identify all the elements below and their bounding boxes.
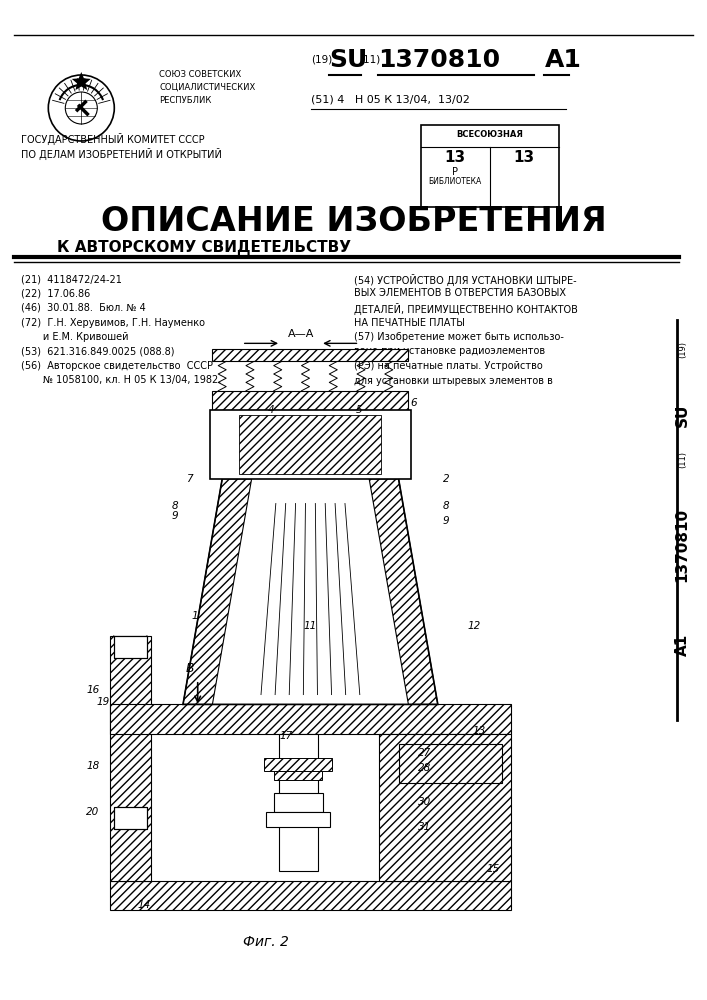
- Text: Фиг. 2: Фиг. 2: [243, 935, 289, 949]
- Text: 19: 19: [96, 697, 110, 707]
- Text: 9: 9: [443, 516, 450, 526]
- Text: 8: 8: [172, 501, 178, 511]
- Text: № 1058100, кл. Н 05 К 13/04, 1982.: № 1058100, кл. Н 05 К 13/04, 1982.: [21, 375, 221, 385]
- Text: 1370810: 1370810: [378, 48, 501, 72]
- Text: для установки штыревых элементов в: для установки штыревых элементов в: [354, 375, 552, 385]
- Bar: [421, 125, 559, 207]
- Text: (46)  30.01.88.  Бюл. № 4: (46) 30.01.88. Бюл. № 4: [21, 303, 146, 313]
- Text: 1: 1: [191, 611, 198, 621]
- Bar: [264, 758, 332, 771]
- Text: ВЫХ ЭЛЕМЕНТОВ В ОТВЕРСТИЯ БАЗОВЫХ: ВЫХ ЭЛЕМЕНТОВ В ОТВЕРСТИЯ БАЗОВЫХ: [354, 288, 566, 298]
- Text: 14: 14: [137, 900, 151, 910]
- Text: SU: SU: [329, 48, 367, 72]
- Text: ПО ДЕЛАМ ИЗОБРЕТЕНИЙ И ОТКРЫТИЙ: ПО ДЕЛАМ ИЗОБРЕТЕНИЙ И ОТКРЫТИЙ: [21, 148, 222, 160]
- Text: (56)  Авторское свидетельство  СССР: (56) Авторское свидетельство СССР: [21, 361, 214, 371]
- Bar: [114, 636, 147, 658]
- Text: К АВТОРСКОМУ СВИДЕТЕЛЬСТВУ: К АВТОРСКОМУ СВИДЕТЕЛЬСТВУ: [57, 240, 351, 255]
- Text: В: В: [185, 662, 194, 675]
- Text: ОПИСАНИЕ ИЗОБРЕТЕНИЯ: ОПИСАНИЕ ИЗОБРЕТЕНИЯ: [100, 205, 607, 238]
- Bar: [399, 744, 501, 783]
- Text: (11): (11): [359, 55, 380, 65]
- Text: БИБЛИОТЕКА: БИБЛИОТЕКА: [428, 177, 481, 186]
- Bar: [267, 812, 330, 827]
- Text: ДЕТАЛЕЙ, ПРЕИМУЩЕСТВЕННО КОНТАКТОВ: ДЕТАЛЕЙ, ПРЕИМУЩЕСТВЕННО КОНТАКТОВ: [354, 303, 578, 315]
- Text: (53)  621.316.849.0025 (088.8): (53) 621.316.849.0025 (088.8): [21, 347, 175, 357]
- Polygon shape: [369, 479, 438, 704]
- Text: 8: 8: [443, 501, 450, 511]
- Text: 7: 7: [186, 474, 193, 484]
- Text: 13: 13: [445, 150, 466, 165]
- Text: СОЮЗ СОВЕТСКИХ: СОЮЗ СОВЕТСКИХ: [159, 70, 241, 79]
- Text: 30: 30: [419, 797, 431, 807]
- Text: и Е.М. Кривошей: и Е.М. Кривошей: [21, 332, 129, 342]
- Text: (22)  17.06.86: (22) 17.06.86: [21, 288, 90, 298]
- Polygon shape: [72, 72, 90, 90]
- Text: 13: 13: [472, 726, 485, 736]
- Text: (54) УСТРОЙСТВО ДЛЯ УСТАНОВКИ ШТЫРЕ-: (54) УСТРОЙСТВО ДЛЯ УСТАНОВКИ ШТЫРЕ-: [354, 274, 576, 286]
- Text: 2: 2: [443, 474, 450, 484]
- Text: (11): (11): [678, 452, 686, 468]
- Text: 17: 17: [279, 731, 293, 741]
- Text: 16: 16: [86, 685, 100, 695]
- Bar: [212, 349, 409, 361]
- Bar: [110, 704, 511, 734]
- Text: (РЭ) на печатные платы. Устройство: (РЭ) на печатные платы. Устройство: [354, 361, 542, 371]
- Bar: [114, 807, 147, 829]
- Text: РЕСПУБЛИК: РЕСПУБЛИК: [159, 96, 211, 105]
- Text: 31: 31: [419, 822, 431, 832]
- Bar: [114, 807, 147, 829]
- Text: 18: 18: [86, 761, 100, 771]
- Text: (51) 4   Н 05 К 13/04,  13/02: (51) 4 Н 05 К 13/04, 13/02: [311, 95, 470, 105]
- Text: 11: 11: [304, 621, 317, 631]
- Text: А1: А1: [544, 48, 581, 72]
- Text: (19): (19): [678, 342, 686, 359]
- Text: (57) Изобретение может быть использо-: (57) Изобретение может быть использо-: [354, 332, 563, 342]
- Bar: [274, 793, 322, 812]
- Bar: [210, 410, 411, 479]
- Text: 27: 27: [419, 748, 431, 758]
- Text: А1: А1: [674, 634, 690, 656]
- Polygon shape: [183, 479, 252, 704]
- Text: 1370810: 1370810: [674, 508, 690, 582]
- Bar: [212, 391, 409, 410]
- Text: ГОСУДАРСТВЕННЫЙ КОМИТЕТ СССР: ГОСУДАРСТВЕННЫЙ КОМИТЕТ СССР: [21, 133, 205, 145]
- Text: 4: 4: [268, 405, 274, 415]
- Bar: [110, 881, 511, 910]
- Text: 9: 9: [172, 511, 178, 521]
- Bar: [274, 771, 322, 780]
- Text: (72)  Г.Н. Херувимов, Г.Н. Науменко: (72) Г.Н. Херувимов, Г.Н. Науменко: [21, 318, 205, 328]
- Text: Р: Р: [452, 167, 458, 177]
- Text: вано при установке радиоэлементов: вано при установке радиоэлементов: [354, 347, 544, 357]
- Bar: [379, 734, 511, 881]
- Bar: [240, 415, 382, 474]
- Text: 15: 15: [487, 864, 500, 874]
- Text: (19): (19): [311, 55, 332, 65]
- Text: 6: 6: [410, 398, 416, 408]
- Text: 28: 28: [419, 763, 431, 773]
- Text: НА ПЕЧАТНЫЕ ПЛАТЫ: НА ПЕЧАТНЫЕ ПЛАТЫ: [354, 318, 464, 328]
- Text: 20: 20: [86, 807, 100, 817]
- Text: СОЦИАЛИСТИЧЕСКИХ: СОЦИАЛИСТИЧЕСКИХ: [159, 83, 255, 92]
- Text: SU: SU: [674, 403, 690, 427]
- Text: 5: 5: [356, 405, 363, 415]
- Text: ВСЕСОЮЗНАЯ: ВСЕСОЮЗНАЯ: [456, 130, 523, 139]
- Bar: [279, 734, 317, 871]
- Text: 13: 13: [513, 150, 534, 165]
- Bar: [114, 636, 147, 658]
- Text: А—А: А—А: [288, 329, 314, 339]
- Text: (21)  4118472/24-21: (21) 4118472/24-21: [21, 274, 122, 284]
- Bar: [110, 636, 151, 881]
- Text: 12: 12: [467, 621, 481, 631]
